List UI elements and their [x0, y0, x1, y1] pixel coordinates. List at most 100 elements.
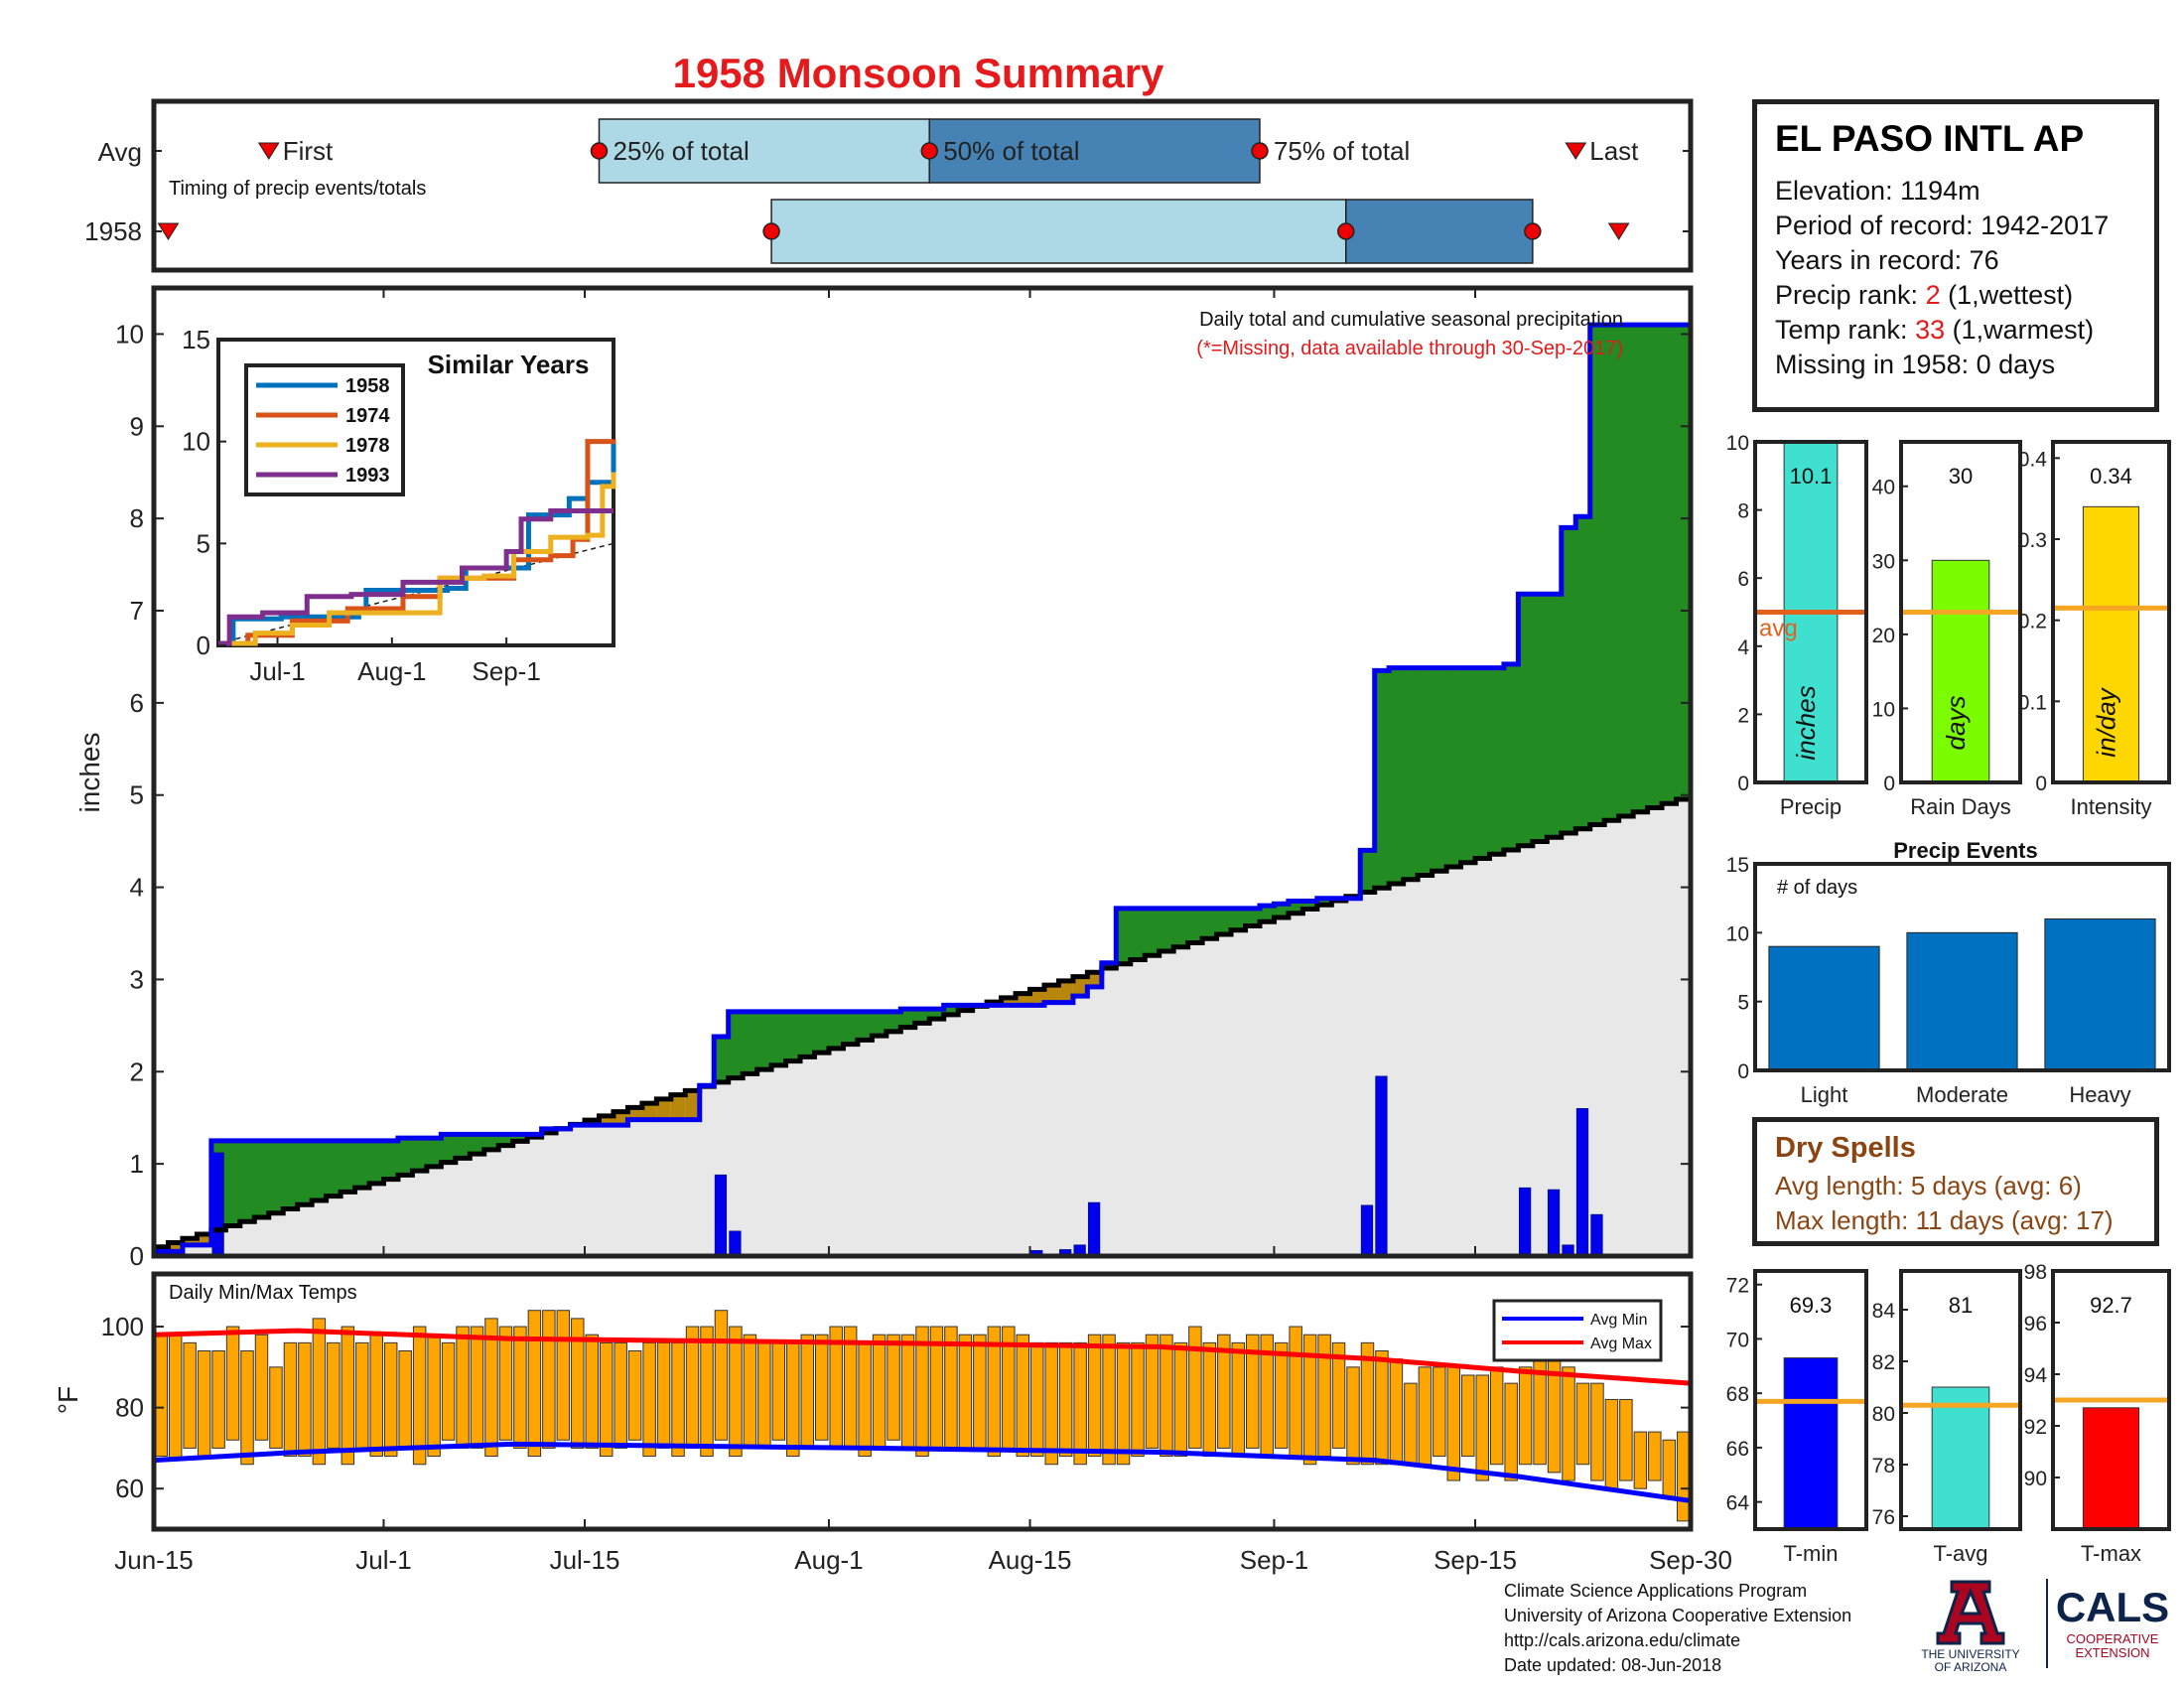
temp-range-bar [527, 1310, 542, 1458]
small-chart-value: 30 [1949, 464, 1973, 489]
station-period: Period of record: 1942-2017 [1775, 211, 2110, 240]
temp-range-bar [1145, 1334, 1160, 1449]
small-chart-rain_days: 30 days 0 10 20 30 40 Rain Days [1872, 440, 2022, 819]
deficit-fill [1087, 972, 1103, 987]
small-chart-tick-label: 96 [2024, 1313, 2047, 1336]
small-chart-tick-label: 2 [1737, 704, 1749, 727]
surplus-fill [1202, 908, 1218, 939]
precip-rank-value: 2 [1925, 280, 1941, 310]
temp-range-bar [887, 1334, 900, 1441]
temp-range-bar [1044, 1341, 1058, 1466]
events-tick-label: 5 [1737, 992, 1749, 1015]
inset-series-1978 [218, 472, 616, 646]
temp-range-bar [1058, 1341, 1073, 1458]
avg-cumulative-fill [1331, 901, 1347, 1256]
temp-range-bar [671, 1341, 685, 1458]
small-chart-tick-label: 6 [1737, 568, 1749, 591]
temp-range-bar [470, 1326, 484, 1449]
avg-cumulative-fill [1245, 925, 1261, 1256]
small-chart-tavg: 81 76 78 80 82 84 T-avg [1872, 1269, 2022, 1566]
timing-last-label: Last [1589, 136, 1639, 166]
surplus-fill [426, 1138, 442, 1167]
main-y-tick-label: 2 [130, 1056, 144, 1086]
main-y-tick-label: 4 [130, 873, 144, 903]
avg-cumulative-fill [354, 1188, 370, 1256]
surplus-fill [872, 1011, 887, 1037]
surplus-fill [1389, 667, 1405, 885]
temp-range-bar [383, 1341, 398, 1458]
small-chart-unit: in/day [2092, 686, 2121, 757]
temp-range-bar [327, 1341, 341, 1449]
surplus-fill [312, 1140, 328, 1200]
events-border [1753, 862, 2171, 1072]
main-y-tick-label: 5 [130, 780, 144, 810]
timing-q25-marker [762, 222, 780, 240]
deficit-fill [1029, 989, 1045, 1006]
small-chart-tick-label: 94 [2024, 1364, 2048, 1387]
small-chart-tick-label: 90 [2024, 1468, 2047, 1490]
temp-range-bar [1619, 1398, 1633, 1481]
avg-cumulative-fill [641, 1103, 657, 1256]
small-chart-bar [1931, 1386, 1990, 1530]
main-annotation-2: (*=Missing, data available through 30-Se… [1196, 338, 1623, 359]
daily-temps-chart: Daily Min/Max Temps °F Avg Min Avg Max 60… [53, 1271, 1732, 1575]
small-chart-category: Intensity [2071, 794, 2152, 819]
avg-cumulative-fill [1231, 929, 1247, 1256]
small-chart-value: 92.7 [2090, 1293, 2132, 1318]
temp-range-bar [1446, 1366, 1461, 1481]
temp-range-bar [1331, 1341, 1346, 1449]
logo-ua-line-1: THE UNIVERSITY [1921, 1647, 2019, 1661]
small-chart-tick-label: 72 [1726, 1275, 1749, 1298]
small-chart-unit: inches [1791, 685, 1821, 760]
deficit-fill [627, 1107, 643, 1120]
timing-box-25-50 [770, 199, 1347, 264]
surplus-fill [1575, 516, 1591, 829]
avg-cumulative-fill [541, 1132, 557, 1256]
temp-range-bar [513, 1326, 527, 1449]
avg-cumulative-fill [1216, 934, 1232, 1256]
inset-y-tick-label: 5 [197, 528, 210, 558]
avg-cumulative-fill [756, 1069, 772, 1256]
temp-range-bar [498, 1326, 513, 1441]
surplus-fill [1374, 670, 1390, 889]
x-tick-label: Jul-1 [355, 1545, 411, 1575]
avg-cumulative-fill [283, 1208, 299, 1256]
avg-cumulative-fill [556, 1128, 572, 1256]
x-tick-label: Sep-1 [1240, 1545, 1308, 1575]
avg-cumulative-fill [743, 1073, 758, 1256]
temp-range-bar [1302, 1334, 1317, 1466]
avg-cumulative-fill [1676, 798, 1692, 1256]
temp-range-bar [312, 1318, 327, 1466]
inset-legend: 1958 1974 1978 1993 [244, 363, 405, 496]
small-chart-border [1899, 1269, 2022, 1531]
daily-precip-bar [729, 1230, 742, 1257]
temps-legend: Avg Min Avg Max [1492, 1299, 1663, 1362]
avg-cumulative-fill [1116, 963, 1132, 1256]
events-tick-label: 15 [1726, 854, 1749, 877]
small-chart-category: T-min [1784, 1541, 1839, 1566]
surplus-fill [268, 1140, 284, 1213]
surplus-fill [1418, 667, 1433, 876]
temp-range-bar [240, 1350, 254, 1466]
surplus-fill [1618, 325, 1634, 816]
surplus-fill [283, 1140, 299, 1209]
temp-range-bar [1246, 1334, 1260, 1449]
surplus-fill [1360, 850, 1376, 893]
small-chart-border [2051, 440, 2171, 784]
avg-cumulative-fill [1316, 905, 1332, 1256]
avg-cumulative-fill [1532, 841, 1548, 1256]
main-y-tick-label: 0 [130, 1241, 144, 1271]
events-bar [2044, 917, 2156, 1071]
temp-range-bar [1289, 1326, 1302, 1458]
temp-rank-prefix: Temp rank: [1775, 315, 1916, 345]
avg-cumulative-fill [728, 1077, 744, 1256]
surplus-fill [1518, 594, 1534, 846]
x-tick-label: Sep-15 [1433, 1545, 1517, 1575]
timing-last-marker [1607, 222, 1630, 240]
deficit-fill [641, 1103, 657, 1120]
temp-range-bar [1662, 1439, 1677, 1497]
main-annotation-1: Daily total and cumulative seasonal prec… [1199, 309, 1623, 331]
small-chart-category: Precip [1780, 794, 1842, 819]
daily-precip-bar [1518, 1187, 1532, 1257]
